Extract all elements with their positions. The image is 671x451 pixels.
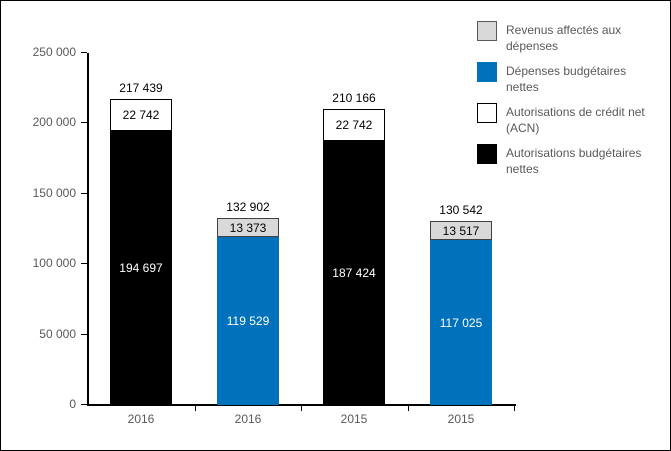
y-tick-mark (81, 193, 87, 194)
segment-value-label: 194 697 (119, 261, 163, 275)
y-tick-mark (81, 52, 87, 53)
y-axis-line (87, 53, 89, 406)
x-tick-mark (301, 406, 302, 411)
y-tick-mark (81, 263, 87, 264)
bar-segment: 22 742 (110, 99, 172, 131)
segment-value-label: 22 742 (335, 118, 373, 132)
segment-value-label: 22 742 (122, 108, 160, 122)
bar-segment: 194 697 (110, 131, 172, 405)
legend-item: Revenus affectés aux dépenses (477, 21, 656, 54)
x-category-label: 2016 (234, 412, 262, 426)
segment-value-label: 13 517 (442, 223, 480, 238)
legend-label: Revenus affectés aux dépenses (506, 23, 622, 53)
x-category-label: 2015 (447, 412, 475, 426)
bar-segment: 119 529 (217, 237, 279, 405)
legend-swatch (477, 62, 497, 82)
bar-segment: 22 742 (323, 109, 385, 141)
x-tick-mark (408, 406, 409, 411)
y-tick-mark (81, 122, 87, 123)
legend-item: Autorisations de crédit net (ACN) (477, 103, 656, 136)
y-tick-label: 0 (69, 397, 76, 411)
segment-value-label: 13 373 (229, 220, 267, 235)
y-tick-label: 150 000 (32, 186, 76, 200)
segment-value-label: 117 025 (439, 315, 483, 330)
bar-segment: 117 025 (430, 240, 492, 405)
legend-label: Autorisations budgétaires nettes (506, 146, 642, 176)
legend-item: Autorisations budgétaires nettes (477, 144, 656, 177)
y-tick-label: 250 000 (32, 45, 76, 59)
y-tick-mark (81, 404, 87, 405)
legend-item: Dépenses budgétaires nettes (477, 62, 656, 95)
bar-segment: 13 517 (430, 221, 492, 240)
legend-label: Autorisations de crédit net (ACN) (506, 105, 645, 135)
bar-total-label: 130 542 (439, 203, 483, 217)
y-tick-label: 50 000 (39, 327, 76, 341)
y-tick-mark (81, 334, 87, 335)
y-tick-label: 200 000 (32, 115, 76, 129)
legend-label: Dépenses budgétaires nettes (506, 64, 627, 94)
bar-segment: 187 424 (323, 141, 385, 405)
segment-value-label: 187 424 (332, 266, 376, 280)
x-tick-mark (195, 406, 196, 411)
chart-legend: Revenus affectés aux dépenses Dépenses bu… (477, 21, 656, 185)
bar-total-label: 217 439 (119, 81, 163, 95)
bar-total-label: 210 166 (332, 91, 376, 105)
legend-swatch (477, 144, 497, 164)
segment-value-label: 119 529 (226, 314, 270, 328)
legend-swatch (477, 103, 497, 123)
y-tick-label: 100 000 (32, 256, 76, 270)
bar-segment: 13 373 (217, 218, 279, 237)
x-tick-mark (514, 406, 515, 411)
x-category-label: 2016 (127, 412, 155, 426)
x-axis-line (87, 404, 516, 406)
x-category-label: 2015 (340, 412, 368, 426)
legend-swatch (477, 21, 497, 41)
bar-total-label: 132 902 (226, 200, 270, 214)
